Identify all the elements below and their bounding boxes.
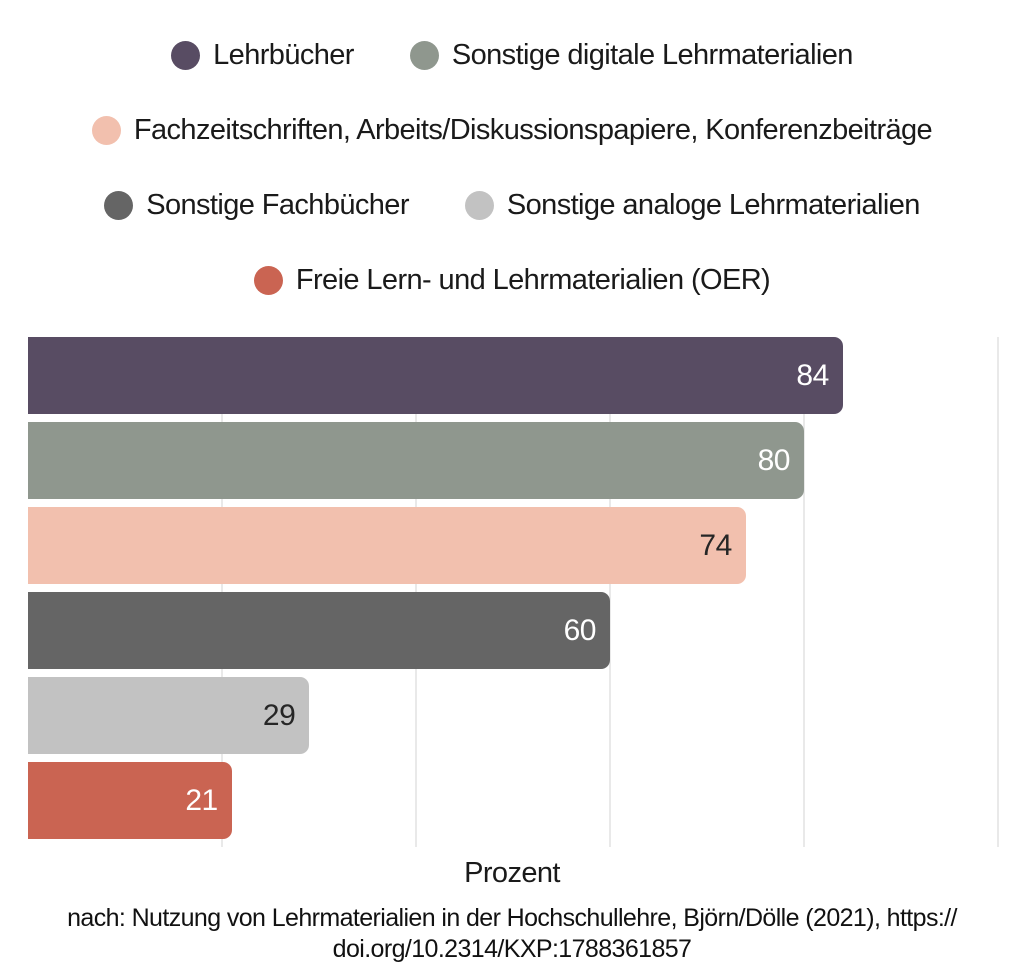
legend-item: Sonstige analoge Lehrmaterialien bbox=[464, 189, 920, 222]
chart-legend: Lehrbücher Sonstige digitale Lehrmaterial… bbox=[0, 0, 1024, 318]
x-axis-label: Prozent bbox=[464, 857, 560, 889]
bar-value-label: 84 bbox=[796, 358, 829, 392]
caption-line-1: nach: Nutzung von Lehrmaterialien in der… bbox=[67, 904, 957, 932]
bar-value-label: 80 bbox=[757, 443, 791, 477]
gridline bbox=[997, 337, 999, 847]
legend-row: Lehrbücher Sonstige digitale Lehrmaterial… bbox=[0, 18, 1024, 93]
bar-value-label: 60 bbox=[563, 613, 597, 647]
bar: 74 bbox=[28, 507, 746, 584]
caption-line-2: doi.org/10.2314/KXP:1788361857 bbox=[332, 935, 692, 963]
gridline bbox=[609, 337, 611, 847]
legend-item: Sonstige Fachbücher bbox=[104, 189, 409, 222]
legend-item: Lehrbücher bbox=[171, 39, 354, 72]
bar-value-label: 21 bbox=[185, 783, 218, 817]
legend-label: Sonstige Fachbücher bbox=[146, 189, 409, 221]
gridline bbox=[803, 337, 805, 847]
bar-value-label: 29 bbox=[262, 698, 296, 732]
legend-row: Fachzeitschriften, Arbeits/Diskussionspa… bbox=[0, 93, 1024, 168]
legend-label: Sonstige analoge Lehrmaterialien bbox=[506, 189, 920, 221]
legend-item: Freie Lern- und Lehrmaterialien (OER) bbox=[253, 264, 771, 297]
legend-label: Sonstige digitale Lehrmaterialien bbox=[451, 39, 854, 71]
bar: 80 bbox=[28, 422, 804, 499]
legend-swatch-icon bbox=[91, 116, 121, 145]
legend-label: Fachzeitschriften, Arbeits/Diskussionspa… bbox=[133, 114, 933, 146]
bar-series: 84 80 74 60 29 21 bbox=[28, 337, 998, 839]
legend-item: Sonstige digitale Lehrmaterialien bbox=[409, 39, 854, 72]
legend-swatch-icon bbox=[464, 191, 494, 220]
bar: 60 bbox=[28, 592, 610, 669]
bar-value-label: 74 bbox=[699, 528, 732, 562]
plot-area: 84 80 74 60 29 21 bbox=[28, 337, 999, 847]
legend-swatch-icon bbox=[253, 266, 283, 295]
legend-row: Freie Lern- und Lehrmaterialien (OER) bbox=[0, 243, 1024, 318]
legend-row: Sonstige Fachbücher Sonstige analoge Lehr… bbox=[0, 168, 1024, 243]
legend-label: Lehrbücher bbox=[213, 39, 354, 71]
legend-swatch-icon bbox=[104, 191, 134, 220]
legend-swatch-icon bbox=[171, 41, 201, 70]
source-caption: nach: Nutzung von Lehrmaterialien in der… bbox=[0, 903, 1024, 965]
bar: 21 bbox=[28, 762, 232, 839]
bar: 84 bbox=[28, 337, 843, 414]
legend-label: Freie Lern- und Lehrmaterialien (OER) bbox=[295, 264, 771, 296]
legend-swatch-icon bbox=[409, 41, 439, 70]
legend-item: Fachzeitschriften, Arbeits/Diskussionspa… bbox=[91, 114, 933, 147]
bar: 29 bbox=[28, 677, 310, 754]
